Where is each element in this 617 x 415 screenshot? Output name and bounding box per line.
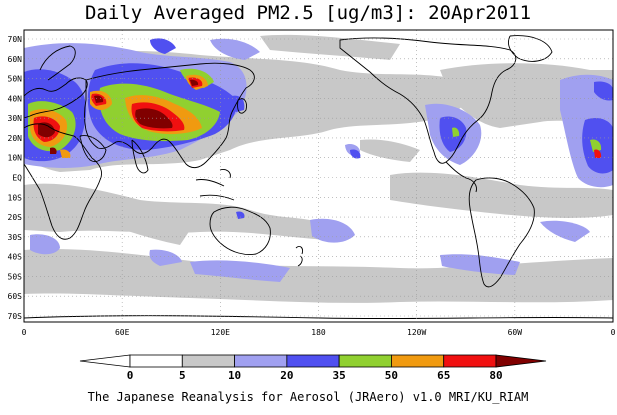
latitude-label: 10N <box>8 154 23 163</box>
colorbar-segment <box>181 354 235 368</box>
figure-title: Daily Averaged PM2.5 [ug/m3]: 20Apr2011 <box>85 2 531 24</box>
latitude-label: 10S <box>8 193 23 202</box>
colorbar-level-label: 65 <box>437 369 450 382</box>
latitude-label: 30N <box>8 114 23 123</box>
latitude-label: 60N <box>8 55 23 64</box>
coastline-central-america <box>445 161 477 193</box>
coastline-australia <box>209 206 271 255</box>
map-frame <box>23 29 614 323</box>
latitude-label: 30S <box>8 233 23 242</box>
coastline-north-america <box>339 37 517 164</box>
coastline-africa <box>24 123 103 240</box>
colorbar-segment <box>338 354 392 368</box>
longitude-label: 60E <box>115 328 130 337</box>
colorbar-level-label: 35 <box>333 369 346 382</box>
colorbar-low-triangle <box>79 354 131 368</box>
latitude-label: 60S <box>8 292 23 301</box>
map-gridlines <box>24 30 613 322</box>
colorbar: 0 5 10 20 35 50 65 80 <box>79 354 547 382</box>
latitude-label: 40S <box>8 253 23 262</box>
latitude-label: 20N <box>8 134 23 143</box>
colorbar-segment <box>391 354 445 368</box>
longitude-label: 60W <box>508 328 523 337</box>
pm25-level-over-80 <box>38 79 199 154</box>
colorbar-segment <box>129 354 183 368</box>
colorbar-level-label: 5 <box>179 369 186 382</box>
latitude-label: 70N <box>8 35 23 44</box>
colorbar-segment <box>286 354 340 368</box>
longitude-labels: 0 60E 120E 180 120W 60W 0 <box>22 328 616 337</box>
longitude-label: 180 <box>311 328 326 337</box>
longitude-label: 120W <box>407 328 426 337</box>
latitude-label: 50N <box>8 75 23 84</box>
colorbar-level-label: 50 <box>385 369 398 382</box>
colorbar-level-label: 0 <box>127 369 134 382</box>
colorbar-segment <box>443 354 497 368</box>
coastline-south-america <box>468 177 535 288</box>
coastlines <box>24 35 613 320</box>
colorbar-level-label: 20 <box>280 369 293 382</box>
coastline-antarctica <box>24 315 613 320</box>
colorbar-level-label: 80 <box>489 369 502 382</box>
coastline-scandinavia <box>39 45 76 81</box>
latitude-label: 40N <box>8 94 23 103</box>
colorbar-level-label: 10 <box>228 369 241 382</box>
coastline-arabia <box>79 135 107 162</box>
latitude-label: 50S <box>8 272 23 281</box>
map-panel: 70N 60N 50N 40N 30N 20N 10N EQ 10S 20S 30S 40S 50S 60… <box>8 29 616 337</box>
credit-line: The Japanese Reanalysis for Aerosol (JRA… <box>88 390 529 404</box>
coastline-india <box>131 139 149 174</box>
longitude-label: 120E <box>211 328 230 337</box>
longitude-label: 0 <box>611 328 616 337</box>
colorbar-segment <box>234 354 288 368</box>
latitude-labels: 70N 60N 50N 40N 30N 20N 10N EQ 10S 20S 30S 40S 50S 60… <box>8 35 23 321</box>
latitude-label: 20S <box>8 213 23 222</box>
longitude-label: 0 <box>22 328 27 337</box>
latitude-label: 70S <box>8 312 23 321</box>
coastline-japan <box>237 98 247 114</box>
colorbar-high-triangle <box>495 354 547 368</box>
coastline-indonesia <box>195 169 235 201</box>
latitude-label: EQ <box>12 174 22 183</box>
